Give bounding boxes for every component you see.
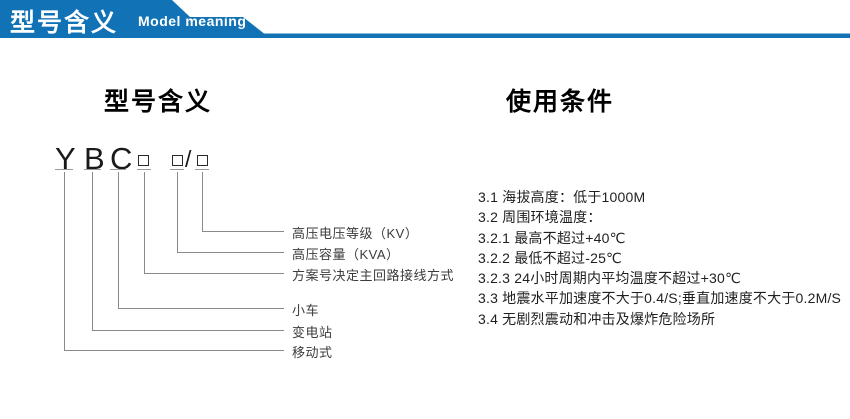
connector-v-box3 xyxy=(202,172,203,231)
connector-h-box3 xyxy=(202,231,284,232)
connector-h-c xyxy=(118,308,284,309)
tick-c xyxy=(110,169,126,170)
header-title-zh: 型号含义 xyxy=(10,9,119,37)
connector-h-box2 xyxy=(177,252,284,253)
model-separator: / xyxy=(185,146,192,172)
model-meaning-title: 型号含义 xyxy=(104,88,213,116)
connector-h-y xyxy=(64,350,284,351)
condition-item: 3.2.1 最高不超过+40℃ xyxy=(478,229,626,246)
condition-item: 3.1 海拔高度：低于1000M xyxy=(478,189,646,205)
connector-v-y xyxy=(64,172,65,350)
model-letter-b: B xyxy=(84,141,105,176)
condition-item: 3.4 无剧烈震动和冲击及爆炸危险场所 xyxy=(478,310,716,327)
connector-v-c xyxy=(118,172,119,308)
tick-box-2 xyxy=(170,169,184,170)
connector-h-b xyxy=(92,330,284,331)
connector-h-box1 xyxy=(144,273,284,274)
header-ribbon xyxy=(0,0,850,38)
designation-capacity: 高压容量（KVA） xyxy=(292,247,400,262)
designation-substation: 变电站 xyxy=(292,325,333,340)
header-title-en: Model meaning xyxy=(138,13,247,29)
tick-b xyxy=(84,169,101,170)
usage-conditions-title: 使用条件 xyxy=(506,88,615,116)
connector-v-b xyxy=(92,172,93,330)
model-box-2 xyxy=(172,155,183,166)
condition-item: 3.2 周围环境温度： xyxy=(478,209,602,226)
designation-mobile: 移动式 xyxy=(292,345,333,360)
tick-y xyxy=(55,169,73,170)
condition-item: 3.3 地震水平加速度不大于0.4/S;垂直加速度不大于0.2M/S xyxy=(478,290,842,307)
tick-box-1 xyxy=(137,169,151,170)
condition-item: 3.2.3 24小时周期内平均温度不超过+30℃ xyxy=(478,270,741,287)
condition-item: 3.2.2 最低不超过-25℃ xyxy=(478,249,622,266)
model-letter-y: Y xyxy=(55,141,76,176)
model-box-1 xyxy=(138,155,149,166)
designation-scheme: 方案号决定主回路接线方式 xyxy=(292,268,455,283)
tick-box-3 xyxy=(195,169,209,170)
model-box-3 xyxy=(197,155,208,166)
designation-voltage-grade: 高压电压等级（KV） xyxy=(292,226,419,241)
designation-trolley: 小车 xyxy=(292,303,320,318)
connector-v-box2 xyxy=(177,172,178,252)
model-letter-c: C xyxy=(110,141,133,176)
connector-v-box1 xyxy=(144,172,145,273)
conditions-list: 3.1 海拔高度：低于1000M 3.2 周围环境温度： 3.2.1 最高不超过… xyxy=(478,187,841,329)
